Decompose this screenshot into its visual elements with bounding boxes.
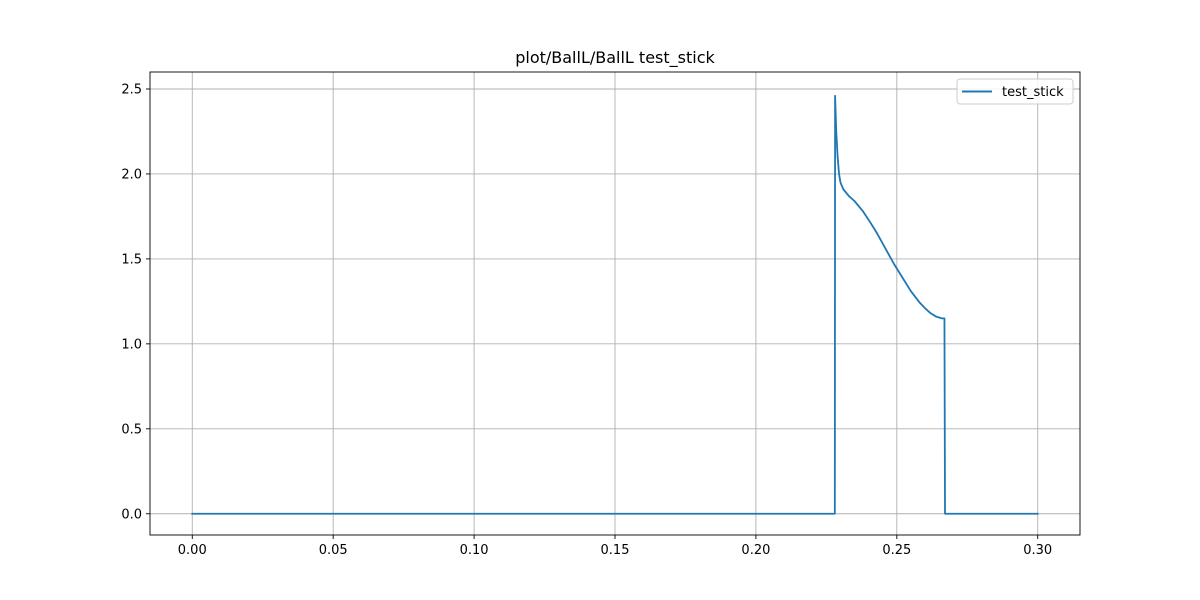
y-tick-label: 0.5 — [121, 422, 142, 437]
chart-title: plot/BallL/BallL test_stick — [515, 48, 715, 68]
x-tick-label: 0.10 — [460, 543, 489, 558]
legend-box — [956, 78, 1074, 105]
axes: 0.00 0.05 0.10 0.15 0.20 0.25 0.30 0.0 0.5 1.0 1.5… — [121, 82, 1052, 558]
x-tick-label: 0.30 — [1023, 543, 1052, 558]
y-tick-label: 2.5 — [121, 82, 142, 97]
x-tick-label: 0.15 — [601, 543, 630, 558]
x-tick-label: 0.25 — [882, 543, 911, 558]
series-layer — [191, 94, 1039, 515]
x-tick-label: 0.20 — [741, 543, 770, 558]
y-tick-label: 2.0 — [121, 167, 142, 182]
y-tick-label: 1.0 — [121, 337, 142, 352]
legend: test_stick — [956, 78, 1074, 105]
y-tick-label: 0.0 — [121, 507, 142, 522]
legend-label-test-stick: test_stick — [1002, 85, 1064, 100]
y-tick-label: 1.5 — [121, 252, 142, 267]
series-line-test-stick — [191, 94, 1039, 515]
x-tick-label: 0.05 — [319, 543, 348, 558]
x-tick-label: 0.00 — [178, 543, 207, 558]
